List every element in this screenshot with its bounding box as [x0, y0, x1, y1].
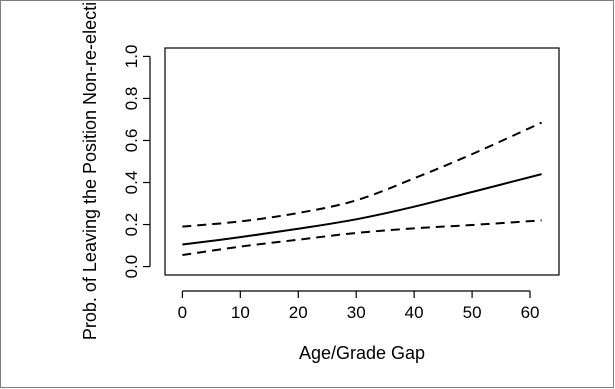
series-layer [182, 121, 543, 257]
y-axis-title: Prob. of Leaving the Position Non-re-ele… [80, 1, 100, 340]
x-tick-label: 10 [231, 303, 250, 322]
x-axis: 0 10 20 30 40 50 60 [178, 290, 540, 322]
y-tick-label: 0.4 [122, 171, 141, 195]
x-tick-label: 60 [521, 303, 540, 322]
series-line-lower-bound [182, 219, 542, 257]
x-tick-label: 20 [289, 303, 308, 322]
y-tick-label: 1.0 [122, 45, 141, 69]
x-tick-label: 0 [178, 303, 187, 322]
x-tick-label: 50 [463, 303, 482, 322]
plot-box [164, 47, 560, 276]
y-tick-label: 0.2 [122, 213, 141, 237]
x-tick-label: 30 [347, 303, 366, 322]
x-tick-label: 40 [405, 303, 424, 322]
series-line-estimate [182, 173, 542, 246]
x-axis-title: Age/Grade Gap [299, 343, 425, 363]
y-axis: 0.0 0.2 0.4 0.6 0.8 1.0 [122, 45, 151, 279]
y-tick-label: 0.8 [122, 87, 141, 111]
series-line-upper-bound [182, 121, 543, 228]
y-tick-label: 0.0 [122, 255, 141, 279]
y-tick-label: 0.6 [122, 129, 141, 153]
